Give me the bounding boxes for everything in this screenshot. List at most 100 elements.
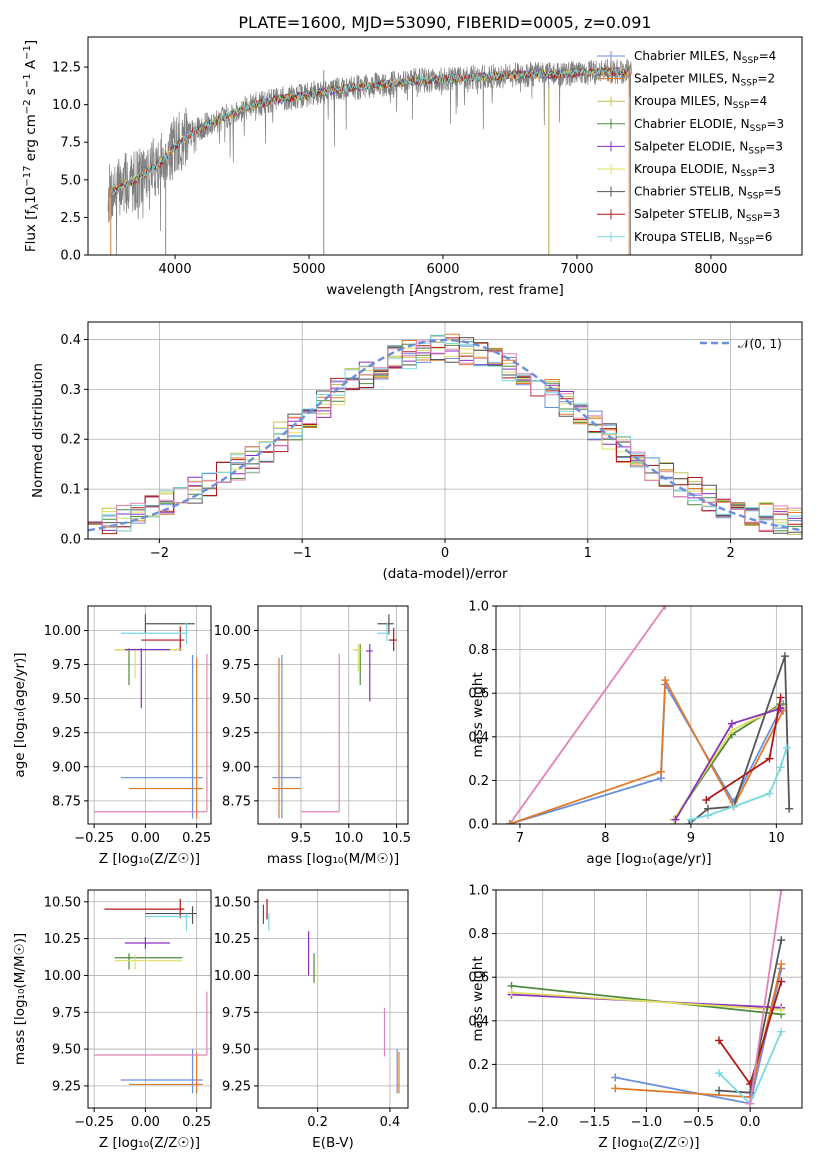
errorbar-point — [120, 1049, 203, 1094]
axes: 0.2 0.4 9.25 9.50 9.75 10.00 10.25 10.50 E(B-V) — [214, 889, 409, 1151]
series-line-kroupa-elodie — [673, 705, 781, 821]
axes-frame — [87, 605, 212, 825]
grid — [496, 605, 802, 825]
errorbar-point — [145, 906, 197, 924]
y-tick-label: 5.0 — [60, 173, 81, 188]
x-tick-label: 0.25 — [182, 831, 211, 846]
x-axis-label: age [log₁₀(age/yr)] — [586, 851, 711, 867]
plot-area — [107, 58, 633, 255]
legend-label-sub: SSP — [741, 79, 758, 89]
axes: 4000 5000 6000 7000 8000 0.0 2.5 5.0 7.5 10.0 12.5… — [52, 36, 803, 298]
legend-label-prefix: , N — [733, 117, 750, 131]
axes: −0.25 0.00 0.25 9.25 9.50 9.75 10.00 10.25 10.50… — [12, 889, 212, 1151]
x-tick-label: 9.5 — [291, 831, 312, 846]
x-tick-label: 0 — [441, 546, 449, 561]
legend-label-prefix: , N — [724, 72, 741, 86]
y-tick-label: 9.75 — [52, 658, 81, 673]
y-axis-label-part: erg cm — [23, 114, 39, 165]
legend-label-prefix: , N — [730, 185, 747, 199]
x-tick-label: 7 — [516, 831, 524, 846]
y-tick-label: 10.25 — [44, 932, 81, 947]
x-tick-label: −0.25 — [74, 831, 114, 846]
plot-area — [507, 890, 786, 1108]
axes: 9.5 10.0 10.5 8.75 9.00 9.25 9.50 9.75 10.00 mass… — [214, 605, 411, 867]
y-axis-label: Normed distribution — [30, 363, 46, 498]
legend-label-eq: =4 — [750, 94, 768, 108]
x-tick-label: −2 — [150, 546, 169, 561]
errorbar-point — [114, 648, 183, 679]
y-axis-label-part: 10 — [23, 187, 39, 204]
x-tick-label: 0.0 — [740, 1115, 761, 1130]
legend-label: Salpeter MILES, NSSP=2 — [634, 72, 775, 89]
errorbar-point — [124, 648, 170, 709]
errorbar-point — [377, 622, 389, 642]
errorbar-point — [352, 644, 363, 672]
axes-frame — [257, 889, 409, 1109]
y-axis-label: mass weight — [470, 672, 486, 757]
errorbar-point — [300, 653, 340, 813]
plot-layer: 4000 5000 6000 7000 80000.02.55.07.510.012.5… — [12, 36, 803, 1151]
errorbar-point — [141, 626, 185, 651]
legend-label: Chabrier STELIB, NSSP=5 — [634, 185, 782, 202]
plot-area — [94, 614, 208, 819]
errorbar-point — [129, 657, 203, 819]
legend-label: Kroupa STELIB, NSSP=6 — [634, 230, 772, 247]
errorbar-point — [145, 913, 191, 932]
series-line-chabrier-elodie — [511, 985, 782, 1016]
y-tick-label: 10.00 — [44, 624, 81, 639]
y-tick-label: 10.0 — [52, 98, 81, 113]
errorbar-point — [365, 644, 373, 702]
series-line-pink — [508, 606, 666, 824]
panel-spectrum: 4000 5000 6000 7000 8000 0.0 2.5 5.0 7.5 10.0 12.5… — [22, 36, 803, 298]
y-tick-label: 8.75 — [222, 794, 251, 809]
y-tick-label: 0.8 — [468, 927, 489, 942]
y-tick-label: 0.4 — [468, 730, 489, 745]
y-tick-label: 0.4 — [468, 1014, 489, 1029]
series-line-kroupa-stelib — [690, 747, 788, 821]
legend-label-sub: SSP — [747, 192, 764, 202]
y-tick-label: 12.5 — [52, 61, 81, 76]
y-tick-label: 0.0 — [60, 249, 81, 264]
errorbar-point — [129, 1052, 203, 1094]
y-tick-label: 0.6 — [468, 971, 489, 986]
errorbar-point — [120, 655, 203, 819]
x-axis-label: Z [log₁₀(Z/Z☉)] — [99, 1135, 200, 1151]
legend-label: Kroupa MILES, NSSP=4 — [634, 94, 767, 111]
legend-label-eq: =6 — [755, 230, 773, 244]
legend-label-prefix: , N — [729, 207, 746, 221]
panel-histogram: −2 −1 0 1 2 0.0 0.1 0.2 0.3 0.4 (data-model)/error… — [30, 321, 803, 582]
grid — [88, 890, 211, 1108]
y-axis-label-part: s — [23, 88, 39, 99]
x-axis-label: Z [log₁₀(Z/Z☉)] — [99, 851, 200, 867]
panel-age-vs-mass: 9.5 10.0 10.5 8.75 9.00 9.25 9.50 9.75 10.00 mass… — [214, 605, 411, 867]
axes: −0.25 0.00 0.25 8.75 9.00 9.25 9.50 9.75 10.00 Z … — [12, 605, 212, 867]
legend-label-prefix: , N — [724, 162, 741, 176]
errorbar-point — [124, 937, 170, 949]
panel-mass-weight-vs-Z: −2.0 −1.5 −1.0 −0.5 0.0 0.0 0.2 0.4 0.6 0.8 1.0 Z [… — [468, 884, 803, 1151]
grid — [88, 606, 211, 824]
y-tick-label: 9.50 — [52, 692, 81, 707]
x-axis-label: Z [log₁₀(Z/Z☉)] — [598, 1135, 699, 1151]
legend-label-sub: SSP — [750, 124, 767, 134]
model-spectrum-kroupa-elodie — [110, 66, 631, 196]
errorbar-point — [94, 653, 208, 813]
x-tick-label: 6000 — [426, 262, 459, 277]
y-tick-label: 10.50 — [214, 895, 251, 910]
legend-label-eq: =3 — [763, 207, 781, 221]
x-tick-label: 5000 — [292, 262, 325, 277]
legend-label-prefix: , N — [716, 94, 733, 108]
histogram-pink — [88, 340, 802, 531]
y-tick-label: 8.75 — [52, 794, 81, 809]
legend-label-sub: SSP — [742, 56, 759, 66]
x-tick-label: 0.2 — [307, 1115, 328, 1130]
y-tick-label: 0.2 — [468, 774, 489, 789]
x-axis-label: E(B-V) — [312, 1135, 354, 1151]
errorbar-point — [120, 622, 187, 645]
x-tick-label: 8 — [601, 831, 609, 846]
y-tick-label: 9.25 — [52, 1079, 81, 1094]
y-axis-label-part: ] — [23, 40, 39, 45]
axes-frame — [495, 889, 803, 1109]
y-tick-label: 9.50 — [52, 1043, 81, 1058]
x-tick-label: −2.0 — [527, 1115, 559, 1130]
